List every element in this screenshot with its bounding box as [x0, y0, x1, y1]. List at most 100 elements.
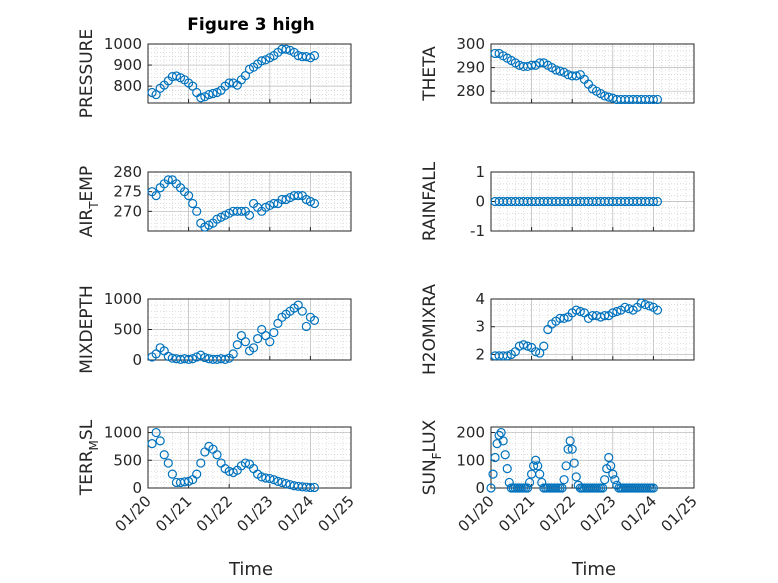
- data-point: [196, 93, 206, 103]
- subplot-rainfall: -1 0 1 RAINFALL: [420, 161, 695, 241]
- data-point: [265, 337, 275, 347]
- data-point: [612, 306, 622, 317]
- data-point: [571, 472, 581, 482]
- subplot-mixdepth: 0 500 1000 MIXDEPTH: [77, 285, 352, 374]
- y-tick-label: 270: [113, 202, 142, 220]
- y-axis-label: TERRMSL: [77, 419, 101, 496]
- data-point: [196, 458, 206, 468]
- data-point: [155, 436, 165, 446]
- y-tick-label: 1000: [104, 290, 142, 308]
- data-point: [604, 452, 614, 463]
- x-tick-label: 01/20: [112, 492, 155, 535]
- y-axis-label: H2OMIXRA: [420, 284, 440, 375]
- data-point: [610, 475, 620, 485]
- axes-box: [147, 171, 352, 232]
- x-tick-label: 01/24: [274, 492, 317, 535]
- data-point: [240, 458, 251, 468]
- data-point: [297, 306, 307, 316]
- data-point: [620, 302, 630, 312]
- x-tick-label: 01/24: [617, 492, 660, 535]
- data-point: [486, 483, 496, 493]
- data-point: [644, 301, 654, 311]
- data-point: [551, 65, 561, 75]
- data-point: [652, 94, 663, 105]
- y-tick-label: 200: [456, 424, 485, 442]
- data-point: [600, 311, 610, 321]
- y-axis-label: RAINFALL: [420, 161, 440, 241]
- y-axis-label: MIXDEPTH: [77, 285, 97, 374]
- data-point: [236, 206, 246, 216]
- data-point: [305, 482, 315, 493]
- data-point: [171, 71, 182, 81]
- data-point: [151, 191, 161, 201]
- data-point: [240, 71, 251, 81]
- data-point: [228, 349, 238, 359]
- data-point: [488, 469, 498, 479]
- y-tick-label: 900: [113, 56, 142, 74]
- data-point: [163, 458, 173, 468]
- x-tick-label: 01/22: [536, 492, 579, 535]
- data-point: [608, 308, 618, 318]
- x-tick-label: 01/23: [576, 492, 619, 535]
- y-tick-label: -1: [470, 222, 485, 240]
- data-point: [293, 191, 303, 201]
- y-tick-label: 280: [113, 163, 142, 181]
- data-point: [502, 463, 512, 474]
- data-point: [309, 198, 320, 209]
- axes-box: [147, 426, 352, 489]
- axes-box: [490, 43, 695, 104]
- data-point: [557, 483, 567, 493]
- y-tick-label: 290: [456, 59, 485, 77]
- data-point: [269, 327, 279, 338]
- data-point: [529, 461, 539, 471]
- data-point: [533, 461, 543, 471]
- y-tick-label: 0: [475, 479, 485, 497]
- data-point: [565, 436, 575, 446]
- data-point: [309, 315, 320, 325]
- data-point: [253, 334, 263, 344]
- y-tick-label: 2: [475, 345, 485, 363]
- data-point: [500, 450, 510, 460]
- data-point: [539, 341, 549, 351]
- data-point: [244, 210, 255, 220]
- data-point: [224, 78, 234, 88]
- data-point: [522, 483, 533, 493]
- subplot-sun-flux: 0 100 200 SUNFLUX 01/2001/2101/2201/2301/240…: [420, 419, 701, 535]
- y-tick-label: 100: [456, 451, 485, 469]
- data-point: [208, 88, 218, 99]
- data-point: [608, 469, 618, 479]
- data-point: [535, 58, 545, 68]
- data-point: [498, 436, 508, 446]
- data-point: [188, 198, 198, 209]
- data-point: [492, 439, 502, 449]
- data-point: [257, 56, 267, 66]
- y-tick-label: 280: [456, 82, 485, 100]
- y-tick-label: 500: [113, 451, 142, 469]
- data-point: [163, 351, 173, 361]
- data-point: [648, 483, 659, 493]
- y-tick-label: 800: [113, 77, 142, 95]
- data-point: [563, 444, 573, 454]
- data-point: [522, 341, 533, 351]
- y-tick-label: 1000: [104, 35, 142, 53]
- data-point: [502, 351, 512, 361]
- data-point: [301, 321, 311, 332]
- data-point: [159, 450, 169, 460]
- subplot-h2omixra: 2 3 4 H2OMIXRA: [420, 284, 695, 375]
- y-axis-label: AIRTEMP: [77, 166, 101, 237]
- data-point: [571, 305, 581, 315]
- data-point: [188, 354, 198, 364]
- data-point: [518, 340, 529, 350]
- x-axis-label-left: Time: [228, 559, 273, 580]
- data-point: [265, 473, 275, 484]
- data-point: [184, 191, 194, 201]
- x-tick-label: 01/21: [152, 492, 195, 535]
- data-point: [220, 354, 230, 364]
- data-point: [526, 60, 537, 70]
- data-point: [240, 337, 251, 347]
- data-point: [192, 469, 202, 479]
- x-tick-label: 01/25: [658, 492, 701, 535]
